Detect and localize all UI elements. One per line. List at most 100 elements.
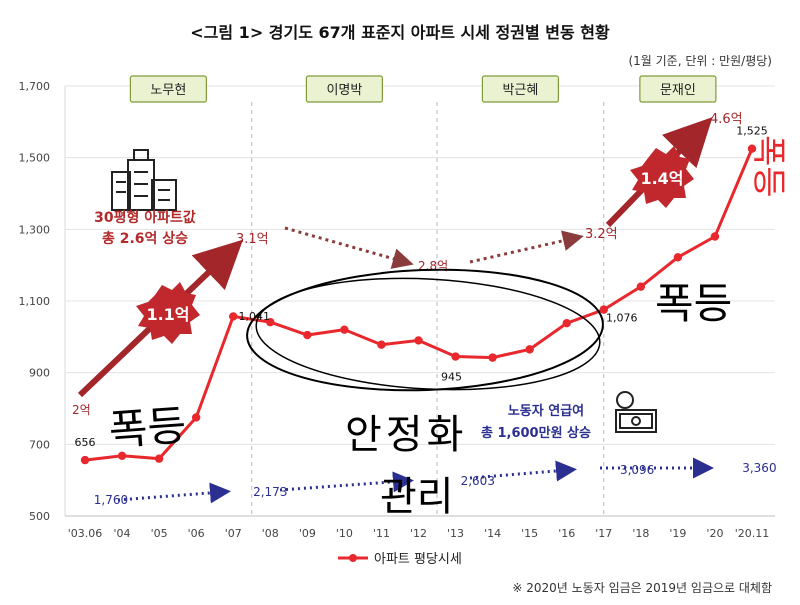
y-tick-labels: 1,700 1,500 1,300 1,100 900 700 500 [19,80,51,523]
handwriting-right-1: 폭등 [655,279,732,328]
x-tick-label: '10 [336,527,353,540]
data-point [229,312,238,321]
data-point [117,451,127,460]
data-point [525,345,534,354]
wage-labels: 1,760 2,173 2,603 3,096 3,360 [94,461,777,507]
data-label: 656 [75,436,96,449]
handwriting-center-2: 관리 [380,474,454,520]
handwriting-right-red: 폭등 [748,135,788,198]
y-tick-label: 1,300 [19,223,51,236]
x-tick-label: '19 [669,527,686,540]
data-point [414,336,423,345]
y-tick-label: 1,100 [19,295,51,308]
wage-arrow-3 [469,460,577,482]
y-tick-label: 1,500 [19,152,51,165]
data-label: 945 [441,371,462,384]
wage-label: 3,096 [620,463,654,477]
x-tick-label: '18 [632,527,649,540]
data-label: 1,041 [239,310,271,323]
y-tick-label: 900 [29,367,50,380]
apartment-building-icon [111,149,177,211]
trend-label-3-2: 3.2억 [585,227,618,242]
legend: 아파트 평당시세 [338,552,462,567]
y-tick-label: 1,700 [19,80,51,93]
x-tick-label: '11 [373,527,390,540]
data-point [488,353,497,362]
data-point [710,232,720,241]
era-label: 노무현 [150,83,186,98]
data-point [377,340,386,349]
chart-title: <그림 1> 경기도 67개 표준지 아파트 시세 정권별 변동 현황 [190,23,610,42]
data-point [80,455,90,465]
data-point [562,319,571,328]
data-point [673,253,683,262]
data-point [747,144,757,153]
wage-arrow-1 [117,482,231,504]
data-point [191,413,201,422]
x-tick-label: '07 [225,527,242,540]
callout-left-line1: 30평형 아파트값 [94,209,196,226]
trend-label-4-6: 4.6억 [710,112,743,127]
data-point [340,325,349,334]
trend-label-3-1: 3.1억 [236,232,269,247]
data-point [154,454,164,463]
handwriting-left-1: 폭등 [107,401,188,455]
handwritten-circle [246,268,604,392]
x-tick-label: '16 [558,527,575,540]
era-box [639,75,717,103]
series-price [80,144,757,465]
trend-arrow-lee [284,226,414,269]
trend-arrow-park [469,230,584,264]
x-tick-label: '14 [484,527,501,540]
legend-label: 아파트 평당시세 [374,552,462,567]
x-tick-label: '17 [595,527,612,540]
legend-swatch-marker [349,554,357,562]
x-tick-labels: '03.06 '04 '05 '06 '07 '08 '09 '10 '11 '12 '13 '14 '… [68,527,770,540]
data-point [266,317,275,327]
trend-label-2: 2억 [72,403,91,417]
badge-1-4: 1.4억 [630,146,694,208]
handwritten-circle-2 [255,277,601,391]
chart-subtitle: (1월 기준, 단위 : 만원/평당) [628,54,772,68]
x-tick-label: '09 [299,527,316,540]
data-label: 1,525 [736,125,768,138]
wage-label: 1,760 [94,493,128,507]
data-point [599,305,608,314]
x-tick-label: '15 [521,527,538,540]
y-tick-label: 700 [29,438,50,451]
wage-label: 2,603 [461,474,495,488]
era-label: 문재인 [660,83,696,98]
era-labels: 노무현 이명박 박근혜 문재인 [129,75,717,516]
x-tick-label: '12 [410,527,427,540]
x-tick-label: '04 [114,527,131,540]
y-tick-label: 500 [29,510,50,523]
x-tick-label: '20 [706,527,723,540]
era-box [129,75,207,103]
callout-wage-line1: 노동자 연급여 [508,403,584,419]
callout-wage-line2: 총 1,600만원 상승 [481,425,591,441]
x-tick-label: '20.11 [735,527,770,540]
badge-1-1-text: 1.1억 [146,305,189,324]
footnote: ※ 2020년 노동자 임금은 2019년 임금으로 대체함 [512,581,772,595]
era-box [305,75,383,103]
x-tick-label: '13 [447,527,464,540]
badge-1-4-text: 1.4억 [640,169,683,188]
wage-label: 3,360 [742,461,776,475]
x-tick-label: '05 [151,527,168,540]
x-tick-label: '06 [188,527,205,540]
data-label: 1,076 [606,312,638,325]
badge-1-1: 1.1억 [136,282,200,344]
era-label: 박근혜 [502,83,538,98]
callout-left-line2: 총 2.6억 상승 [102,231,188,247]
point-labels: 656 1,041 945 1,076 1,525 [75,125,768,449]
era-label: 이명박 [326,83,362,98]
x-tick-label: '03.06 [68,527,103,540]
wage-label: 2,173 [253,485,287,499]
data-point [636,282,646,291]
money-icon [615,391,657,433]
era-box [481,75,560,103]
handwriting-center: 안정화 [345,412,467,458]
x-tick-label: '08 [262,527,279,540]
